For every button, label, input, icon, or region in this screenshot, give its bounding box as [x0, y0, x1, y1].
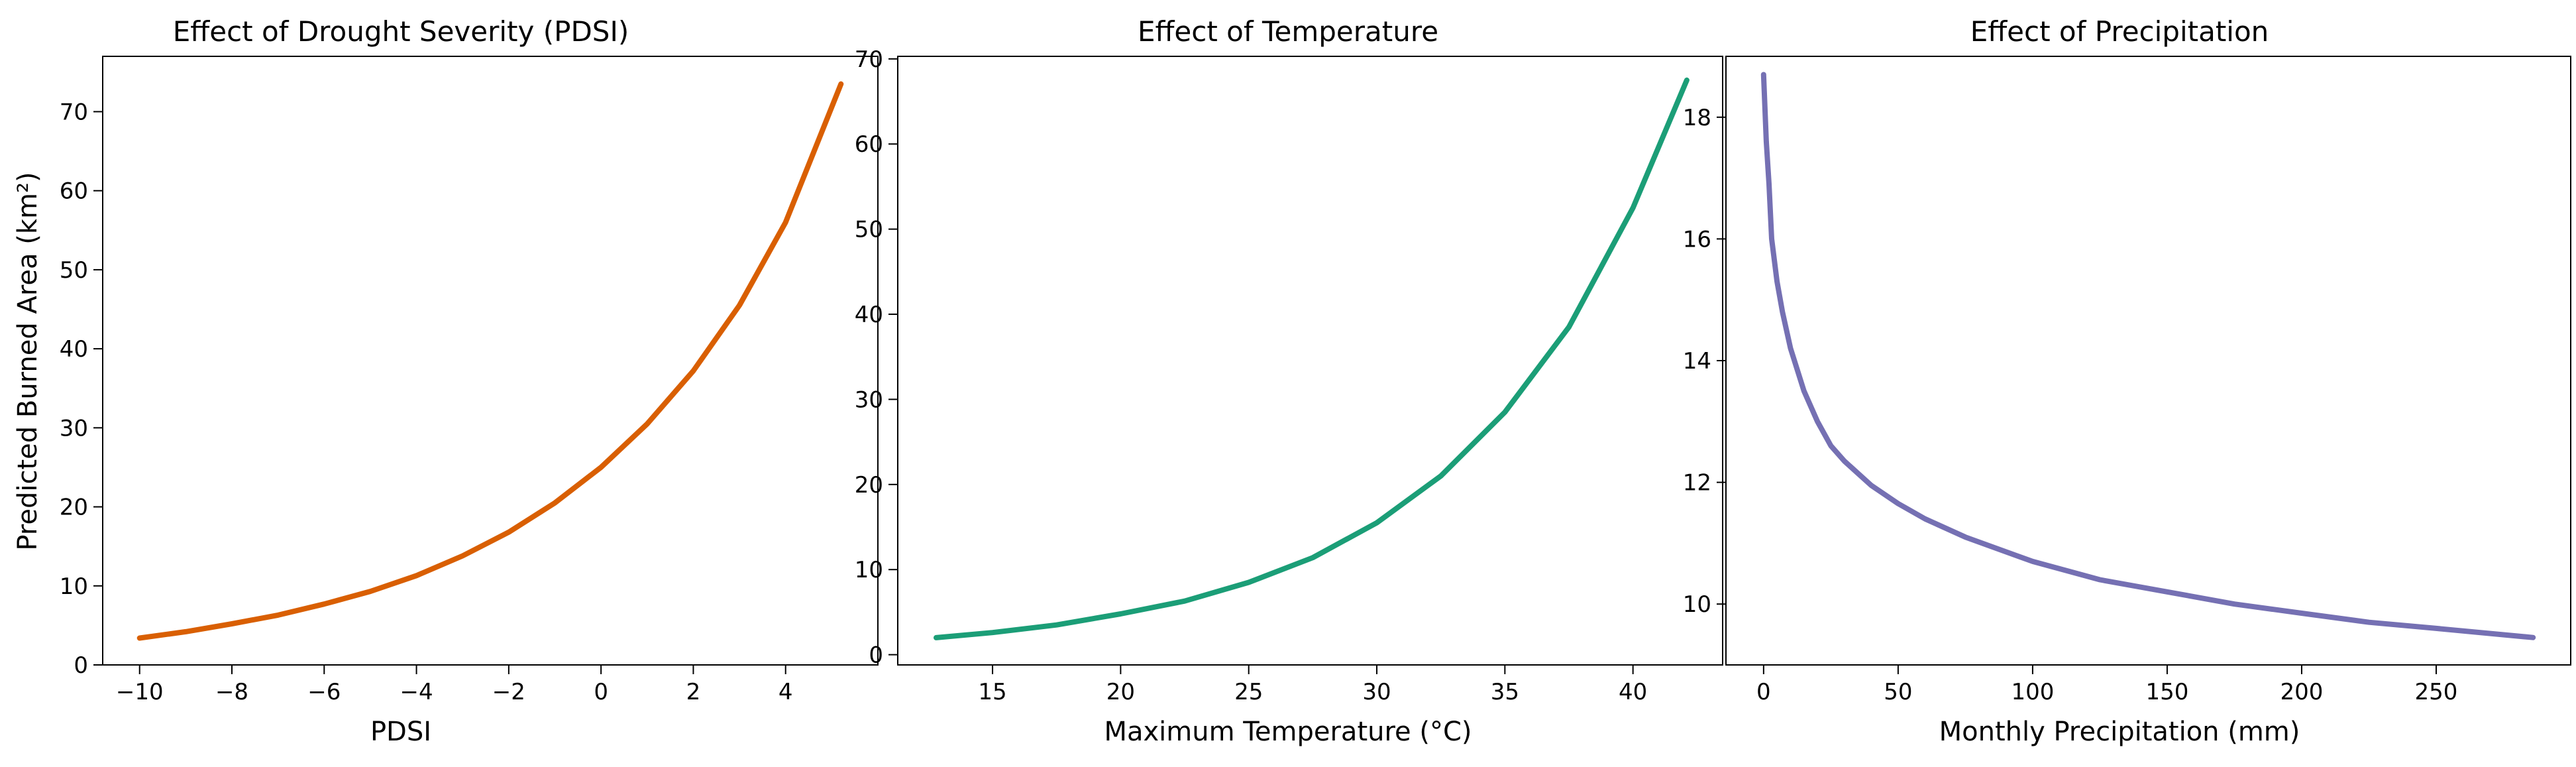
chart-title: Effect of Precipitation [1970, 15, 2269, 48]
x-tick-label: 0 [594, 679, 608, 705]
plot-frame [1725, 56, 2571, 666]
panel-precipitation: Effect of Precipitation Monthly Precipit… [1683, 15, 2571, 747]
y-tick-label: 20 [855, 472, 883, 499]
x-tick-label: −2 [492, 679, 525, 705]
series-line [1760, 72, 2536, 640]
y-tick-label: 40 [855, 302, 883, 328]
y-tick-label: 70 [855, 46, 883, 73]
y-tick-label: 30 [855, 386, 883, 413]
panel-temperature: Effect of Temperature Maximum Temperatur… [855, 15, 1723, 747]
plot-frame [102, 56, 879, 666]
x-tick-label: 30 [1362, 679, 1391, 705]
y-tick-label: 60 [60, 178, 88, 205]
y-tick-label: 60 [855, 131, 883, 158]
x-tick-label: 15 [978, 679, 1006, 705]
x-tick-label: 250 [2415, 679, 2458, 705]
y-tick-label: 50 [855, 217, 883, 243]
series-line [934, 77, 1690, 640]
y-tick-label: 12 [1683, 470, 1711, 497]
plot-frame [897, 56, 1723, 666]
y-tick-label: 10 [60, 573, 88, 600]
x-tick-label: 200 [2280, 679, 2323, 705]
x-tick-label: 150 [2145, 679, 2188, 705]
y-tick-label: 18 [1683, 105, 1711, 131]
y-tick-label: 10 [855, 557, 883, 583]
y-tick-label: 20 [60, 495, 88, 521]
x-axis-label: PDSI [370, 717, 431, 747]
y-tick-label: 50 [60, 257, 88, 284]
x-tick-label: −6 [307, 679, 341, 705]
chart-title: Effect of Drought Severity (PDSI) [173, 15, 629, 48]
x-tick-label: 25 [1234, 679, 1263, 705]
y-tick-label: 10 [1683, 591, 1711, 618]
x-tick-label: 50 [1884, 679, 1912, 705]
series-line [136, 81, 844, 641]
y-tick-label: 14 [1683, 348, 1711, 375]
y-tick-label: 0 [869, 642, 883, 669]
panel-drought-severity: Effect of Drought Severity (PDSI) PDSI P… [13, 15, 879, 747]
x-tick-label: 2 [686, 679, 701, 705]
y-axis-label: Predicted Burned Area (km²) [13, 172, 43, 550]
y-tick-label: 30 [60, 415, 88, 442]
x-tick-label: 20 [1106, 679, 1135, 705]
x-axis-label: Monthly Precipitation (mm) [1939, 717, 2300, 747]
x-tick-label: −8 [215, 679, 248, 705]
x-tick-label: −10 [116, 679, 164, 705]
x-tick-label: 0 [1756, 679, 1771, 705]
x-axis-label: Maximum Temperature (°C) [1104, 717, 1472, 747]
x-tick-label: 40 [1619, 679, 1647, 705]
chart-title: Effect of Temperature [1138, 15, 1438, 48]
y-tick-label: 40 [60, 336, 88, 363]
x-tick-label: 100 [2011, 679, 2054, 705]
x-tick-label: 35 [1491, 679, 1519, 705]
y-tick-label: 70 [60, 99, 88, 125]
x-tick-label: −4 [400, 679, 433, 705]
y-tick-label: 0 [74, 652, 88, 679]
x-tick-label: 4 [778, 679, 793, 705]
y-tick-label: 16 [1683, 226, 1711, 253]
